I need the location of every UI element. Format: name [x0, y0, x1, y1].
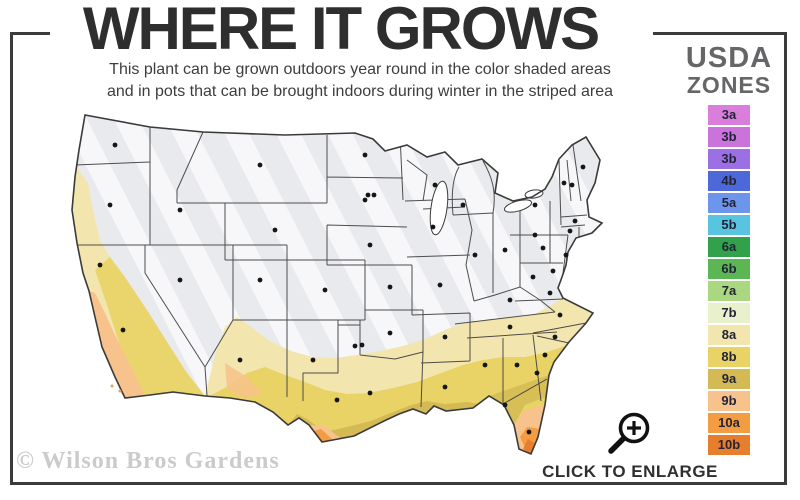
click-to-enlarge-label[interactable]: CLICK TO ENLARGE: [542, 462, 718, 481]
usda-zone-map[interactable]: [55, 105, 620, 465]
zone-chip-8b: 8b: [708, 347, 750, 368]
legend-title-usda: USDA: [685, 42, 773, 74]
zone-chip-4b: 4b: [708, 171, 750, 192]
zone-shading: [72, 165, 593, 454]
zone-chip-3b-2: 3b: [708, 149, 750, 170]
subtitle-line-1: This plant can be grown outdoors year ro…: [109, 61, 611, 78]
zone-chip-3b: 3b: [708, 127, 750, 148]
zone-chip-10a: 10a: [708, 413, 750, 434]
us-map-svg: [71, 114, 604, 456]
subtitle-line-2: and in pots that can be brought indoors …: [106, 82, 614, 100]
us-map-outline: [71, 114, 604, 456]
zone-chip-list: 3a 3b 3b 4b 5a 5b 6a 6b 7a 7b 8a 8b 9a 9b 10a 10b: [684, 105, 774, 456]
zone-chip-7a: 7a: [708, 281, 750, 302]
watermark: © Wilson Bros Gardens: [16, 448, 280, 474]
zone-chip-6a: 6a: [708, 237, 750, 258]
subtitle: This plant can be grown outdoors year ro…: [40, 59, 680, 102]
click-to-enlarge-button[interactable]: CLICK TO ENLARGE: [540, 408, 720, 482]
legend-title-zones: ZONES: [686, 72, 772, 98]
zone-chip-5b: 5b: [708, 215, 750, 236]
zone-chip-5a: 5a: [708, 193, 750, 214]
frame-top-left-segment: [10, 32, 50, 35]
magnifier-zoom-icon[interactable]: [603, 408, 657, 460]
island-speck: [118, 389, 122, 393]
zone-chip-7b: 7b: [708, 303, 750, 324]
frame-top-right-segment: [653, 32, 787, 35]
great-lakes: [429, 180, 544, 236]
zone-chip-9a: 9a: [708, 369, 750, 390]
state-dots: [97, 142, 586, 435]
zone-chip-6b: 6b: [708, 259, 750, 280]
island-speck: [110, 384, 114, 388]
usda-zones-legend: USDA ZONES 3a 3b 3b 4b 5a 5b 6a 6b 7a 7b 8a 8b 9a 9b 1…: [684, 44, 774, 457]
page-title: WHERE IT GROWS: [82, 0, 600, 62]
zone-chip-9b: 9b: [708, 391, 750, 412]
zone-chip-10b: 10b: [708, 435, 750, 456]
zone-chip-3a: 3a: [708, 105, 750, 126]
zone-chip-8a: 8a: [708, 325, 750, 346]
